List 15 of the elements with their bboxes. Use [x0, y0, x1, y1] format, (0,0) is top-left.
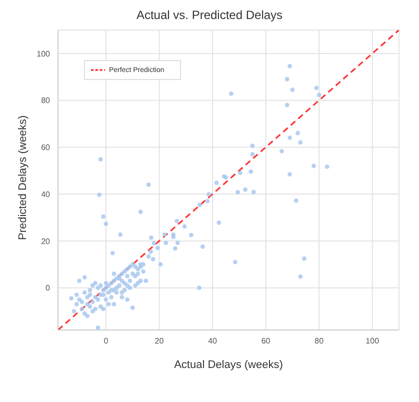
- x-axis-title: Actual Delays (weeks): [174, 359, 283, 371]
- y-tick-label: 100: [36, 49, 51, 58]
- x-tick-label: 60: [261, 336, 271, 346]
- y-tick-label: 40: [41, 190, 51, 199]
- x-tick-label: 80: [314, 336, 324, 346]
- x-tick-label: 0: [104, 336, 109, 346]
- y-tick-label: 0: [46, 284, 51, 293]
- y-axis-title: Predicted Delays (weeks): [16, 115, 29, 240]
- x-tick-label: 20: [154, 336, 164, 346]
- y-tick-label: 20: [41, 236, 51, 246]
- chart-title: Actual vs. Predicted Delays: [135, 8, 284, 24]
- x-tick-label: 40: [208, 336, 218, 346]
- y-tick-label: 60: [41, 143, 51, 152]
- x-tick-label: 100: [366, 336, 380, 346]
- y-tick-label: 80: [41, 96, 51, 106]
